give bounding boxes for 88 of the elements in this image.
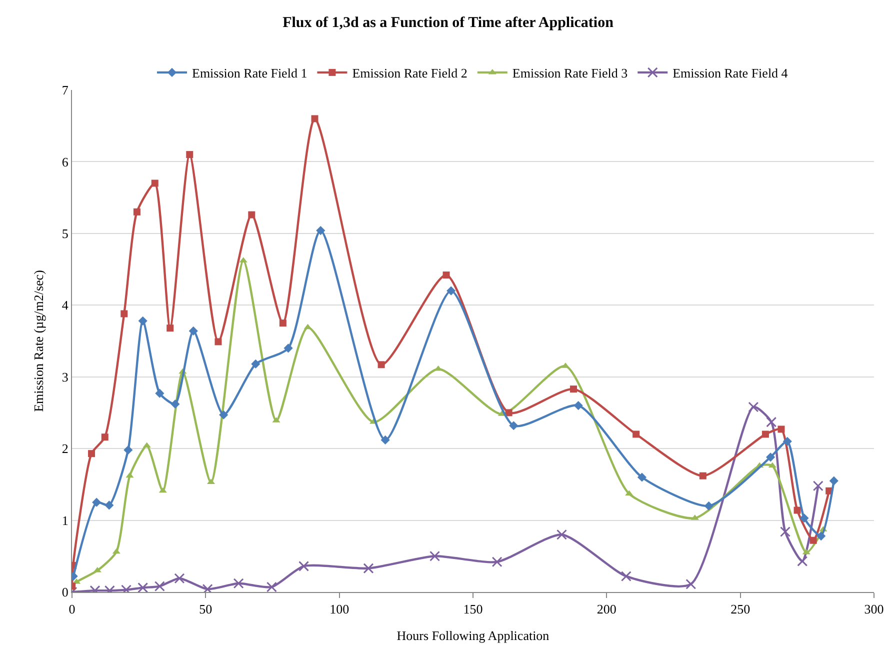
point bbox=[316, 226, 326, 236]
point bbox=[120, 310, 128, 318]
point bbox=[778, 426, 785, 433]
point bbox=[637, 472, 646, 482]
point bbox=[492, 556, 502, 568]
y-tick-label: 1 bbox=[62, 512, 68, 528]
y-tick-label: 5 bbox=[62, 226, 68, 241]
legend-label: Emission Rate Field 1 bbox=[192, 66, 308, 81]
point bbox=[766, 452, 776, 462]
point bbox=[762, 430, 769, 438]
point bbox=[704, 501, 714, 510]
point bbox=[138, 316, 148, 326]
y-tick-label: 7 bbox=[62, 82, 69, 98]
point bbox=[620, 570, 632, 582]
chart-title: Flux of 1,3d as a Function of Time after Application bbox=[282, 14, 614, 31]
point bbox=[233, 578, 244, 589]
point bbox=[158, 487, 167, 493]
point bbox=[104, 500, 114, 510]
point bbox=[378, 361, 385, 368]
point bbox=[810, 536, 817, 544]
point bbox=[266, 582, 277, 592]
point bbox=[304, 324, 312, 330]
point bbox=[829, 476, 838, 486]
x-tick-label: 50 bbox=[199, 602, 212, 617]
x-tick-label: 150 bbox=[463, 602, 483, 617]
point bbox=[800, 514, 809, 523]
point bbox=[780, 526, 790, 538]
point bbox=[766, 416, 777, 428]
legend-label: Emission Rate Field 4 bbox=[672, 66, 788, 81]
point bbox=[214, 338, 222, 346]
point bbox=[155, 388, 164, 398]
point bbox=[174, 573, 185, 584]
point bbox=[88, 450, 96, 458]
point bbox=[248, 211, 256, 218]
legend-label: Emission Rate Field 2 bbox=[352, 66, 468, 81]
point bbox=[188, 326, 198, 336]
legend-label: Emission Rate Field 3 bbox=[512, 66, 628, 81]
point bbox=[202, 584, 213, 592]
point bbox=[632, 430, 640, 438]
point bbox=[101, 434, 108, 441]
point bbox=[816, 532, 826, 541]
point bbox=[92, 498, 102, 507]
point bbox=[126, 472, 134, 478]
point bbox=[446, 286, 456, 296]
point bbox=[219, 410, 228, 420]
point bbox=[124, 445, 133, 455]
point bbox=[794, 506, 801, 514]
point bbox=[380, 435, 390, 445]
y-axis-title: Emission Rate (µg/m2/sec) bbox=[30, 270, 46, 412]
point bbox=[812, 480, 824, 492]
point bbox=[686, 578, 696, 590]
point bbox=[279, 320, 286, 327]
point bbox=[699, 472, 706, 480]
point bbox=[797, 556, 808, 566]
point bbox=[151, 180, 158, 187]
point bbox=[768, 462, 776, 468]
point bbox=[186, 151, 194, 158]
point bbox=[556, 529, 567, 540]
x-axis-title: Hours Following Application bbox=[396, 628, 550, 644]
point bbox=[570, 386, 578, 393]
point bbox=[311, 115, 318, 122]
point bbox=[112, 548, 120, 554]
x-tick-label: 100 bbox=[330, 602, 350, 617]
point bbox=[133, 208, 140, 216]
point bbox=[170, 400, 180, 409]
point bbox=[574, 400, 583, 410]
y-tick-label: 2 bbox=[62, 441, 68, 456]
point bbox=[284, 344, 293, 353]
y-tick-label: 0 bbox=[62, 584, 68, 600]
y-tick-label: 6 bbox=[62, 154, 69, 170]
point bbox=[298, 560, 310, 572]
point bbox=[505, 409, 512, 416]
x-tick-label: 300 bbox=[864, 602, 884, 617]
y-tick-label: 3 bbox=[62, 369, 68, 384]
point bbox=[430, 550, 440, 562]
point bbox=[442, 272, 450, 279]
point bbox=[363, 563, 374, 574]
point bbox=[748, 402, 759, 412]
point bbox=[138, 582, 148, 592]
point bbox=[509, 421, 518, 430]
point bbox=[251, 359, 260, 368]
point bbox=[782, 436, 792, 446]
point bbox=[93, 566, 102, 572]
x-tick-label: 200 bbox=[596, 602, 616, 617]
x-tick-label: 250 bbox=[730, 602, 750, 617]
point bbox=[166, 324, 174, 332]
point bbox=[154, 581, 165, 592]
y-tick-label: 4 bbox=[62, 298, 69, 313]
